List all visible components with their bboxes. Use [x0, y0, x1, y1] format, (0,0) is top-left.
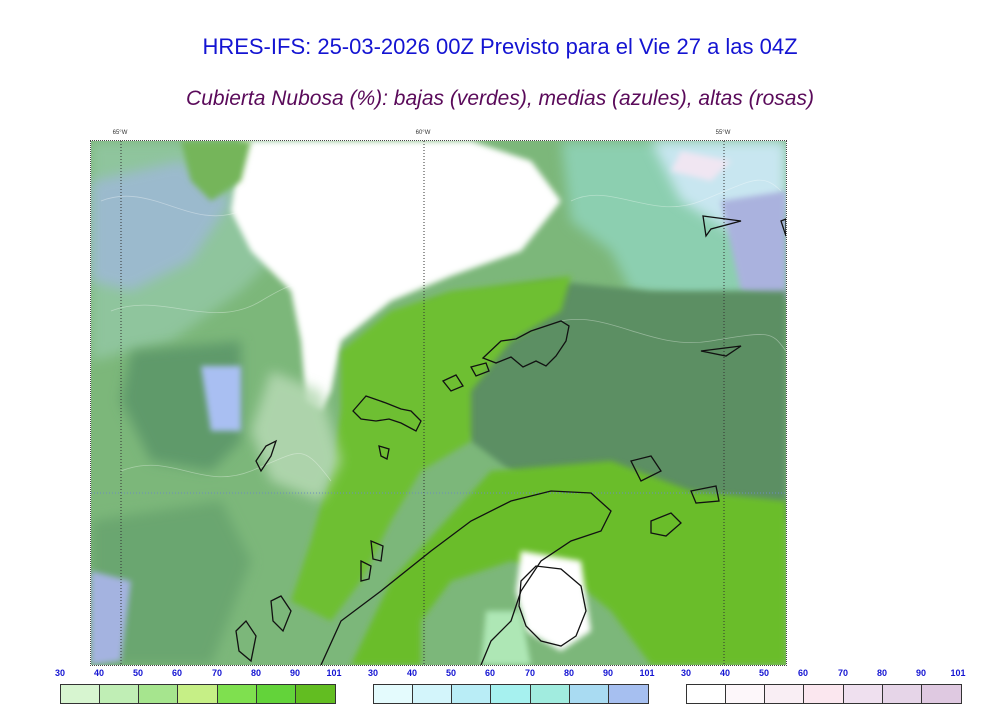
nw-strong-low-cloud — [181, 141, 251, 201]
legend-low-tick: 60 — [171, 668, 183, 678]
legend-mid-tick: 70 — [524, 668, 536, 678]
legend-high-tick: 90 — [915, 668, 927, 678]
legend-swatch-mid-1 — [413, 685, 453, 703]
longitude-label-55w: 55°W — [715, 130, 731, 136]
legend-swatch-high-4 — [843, 685, 883, 703]
legend-high-tick: 30 — [680, 668, 692, 678]
legend-low-colorbar — [60, 684, 336, 704]
legend-low-tick: 50 — [132, 668, 144, 678]
cloud-cover-map — [90, 140, 787, 666]
legend-swatch-high-2 — [765, 685, 805, 703]
legend-swatch-mid-3 — [491, 685, 531, 703]
map-subtitle: Cubierta Nubosa (%): bajas (verdes), med… — [186, 87, 814, 110]
coast-ne-island — [700, 345, 742, 357]
coast-islet-b — [360, 559, 372, 582]
legend-swatch-low-5 — [256, 685, 296, 703]
coast-island-a — [441, 374, 464, 392]
south-light-cloud — [481, 611, 531, 665]
ne-high-cloud — [671, 151, 731, 181]
legend-swatch-low-1 — [100, 685, 140, 703]
coast-nfld-east-b — [650, 512, 682, 537]
legend-low-tick: 30 — [54, 668, 66, 678]
legend-swatch-low-6 — [295, 685, 335, 703]
legend-mid-tick: 60 — [484, 668, 496, 678]
legend-low-tick: 101 — [326, 668, 342, 678]
coast-islet-c — [370, 539, 384, 562]
legend-mid-tick: 90 — [602, 668, 614, 678]
nw-mid-cloud — [91, 161, 231, 291]
legend-swatch-mid-5 — [569, 685, 609, 703]
legend-high-clouds: 30 40 50 60 70 80 90 101 — [681, 668, 966, 704]
ne-mid-cloud — [721, 191, 786, 301]
legend-mid-clouds: 30 40 50 60 70 80 90 101 — [368, 668, 655, 704]
legend-swatch-mid-0 — [374, 685, 414, 703]
clear-sky-north — [231, 141, 561, 411]
legend-swatch-low-2 — [139, 685, 179, 703]
coast-nfld-east-a — [690, 485, 720, 504]
mixed-cloud-strip — [251, 371, 341, 501]
map-canvas — [91, 141, 786, 665]
sw-low-cloud — [91, 501, 251, 665]
coast-newfoundland-north — [481, 320, 570, 368]
cloud-contours — [100, 179, 786, 482]
coast-ne-edge — [780, 218, 786, 237]
coast-cape-breton — [518, 565, 587, 647]
legend-high-ticks: 30 40 50 60 70 80 90 101 — [681, 668, 966, 682]
graticule — [91, 141, 786, 665]
legend-mid-ticks: 30 40 50 60 70 80 90 101 — [368, 668, 655, 682]
legend-swatch-low-3 — [178, 685, 218, 703]
legend-swatch-high-3 — [804, 685, 844, 703]
coast-nova-scotia — [320, 490, 612, 665]
legend-swatch-high-0 — [687, 685, 727, 703]
legend-high-tick: 40 — [719, 668, 731, 678]
legend-mid-tick: 101 — [639, 668, 655, 678]
legend-mid-tick: 50 — [445, 668, 457, 678]
coast-ne-cape — [702, 215, 742, 238]
legend-low-tick: 90 — [289, 668, 301, 678]
legend-high-tick: 50 — [758, 668, 770, 678]
legend-swatch-low-0 — [61, 685, 101, 703]
legend-swatch-high-1 — [726, 685, 766, 703]
legend-high-tick: 80 — [876, 668, 888, 678]
legend-mid-tick: 30 — [367, 668, 379, 678]
legend-mid-tick: 40 — [406, 668, 418, 678]
coastlines — [235, 215, 786, 665]
map-title: HRES-IFS: 25-03-2026 00Z Previsto para e… — [202, 34, 798, 59]
clear-sky-south — [516, 551, 591, 651]
coast-cape-b — [235, 619, 257, 663]
central-strong-low-cloud — [291, 276, 571, 621]
coast-sable — [630, 455, 662, 482]
longitude-label-65w: 65°W — [112, 130, 128, 136]
legend-swatch-low-4 — [217, 685, 257, 703]
west-mid-cloud-patch — [201, 366, 241, 431]
legend-swatch-mid-2 — [452, 685, 492, 703]
legend-swatch-high-6 — [921, 685, 961, 703]
legend-low-tick: 70 — [211, 668, 223, 678]
legend-mid-colorbar — [373, 684, 649, 704]
legend-low-ticks: 30 40 50 60 70 80 90 101 — [55, 668, 342, 682]
legend-low-tick: 80 — [250, 668, 262, 678]
legend-high-colorbar — [686, 684, 962, 704]
legend-high-tick: 101 — [950, 668, 966, 678]
legend-high-tick: 70 — [837, 668, 849, 678]
legend-mid-tick: 80 — [563, 668, 575, 678]
legend-swatch-mid-4 — [530, 685, 570, 703]
coast-cape-a — [270, 595, 292, 633]
coast-pei — [352, 395, 422, 432]
legend-low-tick: 40 — [93, 668, 105, 678]
legend-swatch-high-5 — [882, 685, 922, 703]
coast-islet — [378, 445, 390, 460]
legend-swatch-mid-6 — [608, 685, 648, 703]
east-dark-low-cloud — [421, 281, 786, 541]
legend-low-clouds: 30 40 50 60 70 80 90 101 — [55, 668, 342, 704]
coast-island-b — [470, 362, 490, 377]
coast-gaspe — [255, 439, 278, 473]
legend-high-tick: 60 — [797, 668, 809, 678]
longitude-label-60w: 60°W — [415, 130, 431, 136]
